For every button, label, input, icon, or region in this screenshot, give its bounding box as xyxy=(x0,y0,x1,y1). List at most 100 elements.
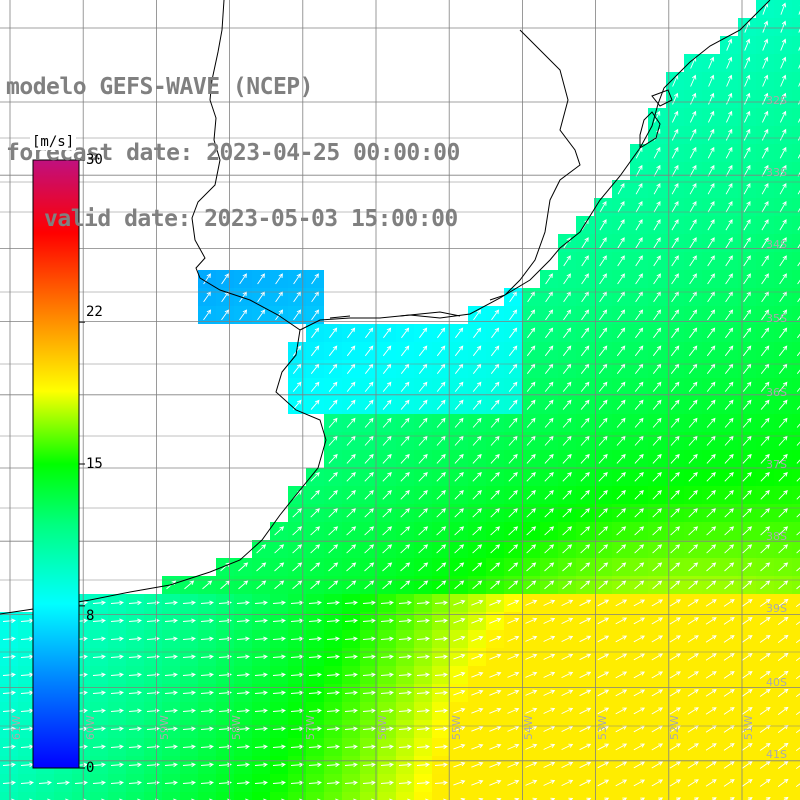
wind-arrow xyxy=(398,672,412,678)
wind-arrow xyxy=(380,726,394,732)
wind-arrow xyxy=(2,636,16,642)
wind-arrow xyxy=(311,273,319,285)
wind-arrow xyxy=(723,671,735,679)
wind-arrow xyxy=(671,128,679,141)
wind-arrow xyxy=(362,708,376,714)
wind-arrow xyxy=(615,599,628,607)
wind-arrow xyxy=(778,490,788,500)
wind-arrow xyxy=(508,580,519,590)
wind-arrow xyxy=(761,219,769,231)
wind-arrow xyxy=(759,634,771,643)
wind-arrow xyxy=(2,762,16,768)
wind-arrow xyxy=(128,726,142,732)
wind-arrow xyxy=(616,472,626,482)
wind-arrow xyxy=(38,780,52,786)
wind-arrow xyxy=(580,580,591,590)
wind-arrow xyxy=(651,617,664,625)
wind-arrow xyxy=(525,707,538,714)
wind-arrow xyxy=(651,635,664,643)
wind-arrow xyxy=(598,363,608,374)
wind-arrow xyxy=(796,495,800,500)
wind-arrow xyxy=(310,399,320,410)
wind-arrow xyxy=(200,672,214,678)
wind-arrow xyxy=(580,562,591,572)
wind-arrow xyxy=(705,779,717,787)
wind-arrow xyxy=(581,237,589,249)
wind-arrow xyxy=(670,345,680,357)
wind-arrow xyxy=(798,41,800,51)
lon-label: 56W xyxy=(376,715,389,740)
wind-arrow xyxy=(706,526,717,536)
wind-arrow xyxy=(543,599,556,606)
wind-arrow xyxy=(621,797,628,800)
wind-arrow xyxy=(364,399,374,410)
lat-label: 36S xyxy=(766,386,787,399)
wind-arrow xyxy=(382,562,393,572)
wind-arrow xyxy=(657,797,664,800)
wind-arrow xyxy=(508,472,518,482)
wind-arrow xyxy=(778,453,788,464)
wind-cell xyxy=(270,792,288,800)
wind-arrow xyxy=(209,798,213,800)
wind-arrow xyxy=(726,92,733,105)
wind-arrow xyxy=(796,549,800,554)
wind-arrow xyxy=(382,580,393,590)
wind-cell xyxy=(162,792,180,800)
wind-arrow xyxy=(705,689,717,697)
wind-arrow xyxy=(418,562,429,572)
wind-arrow xyxy=(671,309,680,321)
wind-arrow xyxy=(724,472,734,482)
wind-arrow xyxy=(759,742,771,751)
wind-arrow xyxy=(434,654,448,660)
wind-arrow xyxy=(762,38,769,51)
wind-arrow xyxy=(527,309,536,321)
wind-cell xyxy=(450,792,468,800)
wind-arrow xyxy=(436,472,446,482)
wind-arrow xyxy=(597,779,610,787)
wind-cell xyxy=(792,594,800,612)
wind-arrow xyxy=(418,490,428,500)
wind-arrow xyxy=(634,508,644,518)
wind-arrow xyxy=(689,164,697,177)
wind-cell xyxy=(792,774,800,792)
wind-arrow xyxy=(617,273,625,285)
wind-arrow xyxy=(796,459,800,464)
wind-arrow xyxy=(760,472,770,482)
wind-arrow xyxy=(670,417,680,428)
wind-arrow xyxy=(598,472,608,482)
wind-arrow xyxy=(779,219,787,231)
wind-arrow xyxy=(164,600,178,606)
wind-arrow xyxy=(526,562,537,572)
wind-arrow xyxy=(236,762,250,768)
wind-arrow xyxy=(453,653,466,660)
wind-arrow xyxy=(707,309,716,321)
wind-arrow xyxy=(616,381,626,392)
wind-arrow xyxy=(780,92,787,105)
wind-arrow xyxy=(364,417,374,428)
wind-arrow xyxy=(380,708,394,714)
wind-arrow xyxy=(362,726,376,732)
wind-arrow xyxy=(164,654,178,660)
wind-arrow xyxy=(308,636,322,642)
wind-arrow xyxy=(743,327,752,339)
wind-arrow xyxy=(434,600,448,606)
wind-arrow xyxy=(346,508,356,518)
wind-arrow xyxy=(634,435,644,446)
wind-arrow xyxy=(526,472,536,482)
wind-arrow xyxy=(798,82,800,87)
wind-arrow xyxy=(236,690,250,696)
lat-label: 32S xyxy=(766,94,787,107)
wind-arrow xyxy=(580,472,590,482)
wind-arrow xyxy=(544,381,554,392)
wind-arrow xyxy=(675,797,681,800)
wind-arrow xyxy=(653,327,662,339)
wind-arrow xyxy=(633,707,646,715)
wind-arrow xyxy=(2,780,16,786)
wind-arrow xyxy=(670,472,680,482)
wind-arrow xyxy=(616,399,626,410)
wind-arrow xyxy=(418,435,428,446)
wind-arrow xyxy=(797,315,800,321)
wind-arrow xyxy=(796,441,800,446)
wind-arrow xyxy=(687,689,699,697)
